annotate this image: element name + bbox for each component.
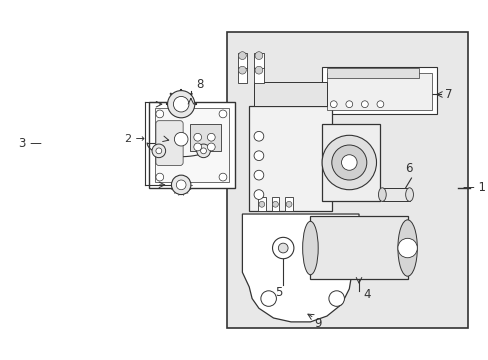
Bar [271, 198, 279, 211]
Circle shape [207, 133, 215, 141]
Bar [155, 108, 228, 182]
Bar [237, 67, 247, 83]
Text: 5: 5 [275, 286, 282, 299]
FancyBboxPatch shape [156, 121, 183, 166]
Circle shape [260, 291, 276, 306]
Circle shape [167, 91, 194, 118]
Circle shape [171, 175, 190, 194]
Circle shape [207, 143, 215, 151]
Circle shape [254, 190, 263, 199]
Circle shape [238, 66, 246, 74]
Circle shape [196, 144, 210, 158]
Circle shape [397, 238, 416, 258]
Bar [249, 106, 331, 211]
Circle shape [322, 135, 376, 190]
Bar [258, 198, 265, 211]
Bar [254, 82, 326, 106]
Bar [149, 102, 234, 188]
Text: — 1: — 1 [462, 181, 485, 194]
Circle shape [255, 66, 262, 74]
Circle shape [376, 101, 383, 108]
Circle shape [254, 151, 263, 161]
Text: 6: 6 [404, 162, 411, 175]
Circle shape [272, 237, 293, 259]
Circle shape [361, 101, 367, 108]
Circle shape [219, 110, 226, 118]
Circle shape [176, 180, 185, 190]
Text: 2 →: 2 → [125, 134, 145, 144]
Ellipse shape [397, 220, 416, 276]
Bar [237, 53, 247, 68]
Circle shape [200, 148, 206, 154]
Text: 4: 4 [362, 288, 369, 301]
Text: 7: 7 [444, 88, 451, 101]
Circle shape [156, 110, 163, 118]
Polygon shape [242, 214, 358, 322]
Ellipse shape [302, 221, 318, 275]
Circle shape [152, 144, 165, 158]
Circle shape [156, 173, 163, 181]
Circle shape [238, 52, 246, 59]
Circle shape [173, 96, 188, 112]
Bar [326, 73, 431, 110]
Text: 3 —: 3 — [19, 136, 41, 149]
Circle shape [156, 148, 162, 154]
Text: 8: 8 [195, 78, 203, 91]
Bar [322, 67, 436, 114]
Bar [322, 123, 380, 201]
Ellipse shape [405, 188, 412, 201]
Bar [285, 198, 292, 211]
Circle shape [341, 155, 356, 170]
Circle shape [278, 243, 287, 253]
Circle shape [193, 133, 201, 141]
Bar [326, 68, 418, 78]
Circle shape [255, 52, 262, 59]
Bar [382, 188, 409, 201]
Circle shape [345, 101, 352, 108]
Text: 9: 9 [314, 317, 321, 330]
Bar [189, 123, 221, 151]
Circle shape [331, 145, 366, 180]
Circle shape [254, 131, 263, 141]
Circle shape [272, 201, 278, 207]
Bar [254, 67, 263, 83]
Bar [254, 53, 263, 68]
Ellipse shape [378, 188, 386, 201]
Circle shape [254, 170, 263, 180]
Circle shape [174, 132, 187, 146]
Circle shape [285, 201, 291, 207]
Bar [226, 32, 467, 328]
Circle shape [219, 173, 226, 181]
Circle shape [258, 201, 264, 207]
Circle shape [328, 291, 344, 306]
Circle shape [330, 101, 336, 108]
Circle shape [193, 143, 201, 151]
Bar [310, 216, 407, 279]
